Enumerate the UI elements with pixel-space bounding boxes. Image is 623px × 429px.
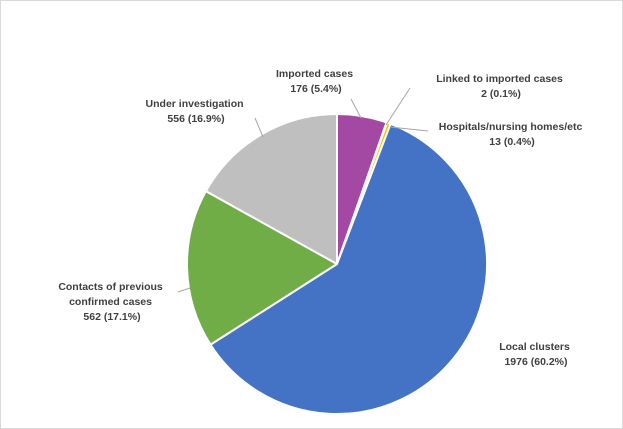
- label-linked-value: 2 (0.1%): [481, 88, 521, 100]
- label-hospitals-value: 13 (0.4%): [489, 136, 535, 148]
- pie-slices: [186, 113, 488, 415]
- leader-line-contacts: [177, 287, 191, 293]
- leader-line-hospitals: [389, 126, 429, 132]
- pie-slice-investigation: [204, 113, 338, 265]
- leader-lines: [177, 87, 429, 293]
- label-imported-value: 176 (5.4%): [290, 83, 341, 95]
- label-local-value: 1976 (60.2%): [504, 356, 567, 368]
- label-contacts: Contacts of previous confirmed cases 562…: [58, 281, 165, 323]
- leader-line-linked: [385, 87, 411, 126]
- label-investigation: Under investigation 556 (16.9%): [146, 98, 247, 125]
- leader-line-imported: [350, 98, 362, 119]
- label-investigation-value: 556 (16.9%): [167, 113, 224, 125]
- pie-slice-local: [209, 122, 488, 415]
- label-contacts-name-2: confirmed cases: [69, 296, 152, 308]
- label-contacts-name-1: Contacts of previous: [58, 281, 163, 293]
- label-imported: Imported cases 176 (5.4%): [276, 68, 356, 95]
- label-investigation-name: Under investigation: [146, 98, 244, 110]
- label-linked-name: Linked to imported cases: [436, 73, 563, 85]
- label-hospitals-name: Hospitals/nursing homes/etc: [439, 121, 583, 133]
- label-hospitals: Hospitals/nursing homes/etc 13 (0.4%): [439, 121, 585, 148]
- label-imported-name: Imported cases: [276, 68, 353, 80]
- label-contacts-value: 562 (17.1%): [83, 311, 140, 323]
- label-local-name: Local clusters: [499, 341, 570, 353]
- label-local: Local clusters 1976 (60.2%): [499, 341, 573, 368]
- label-linked: Linked to imported cases 2 (0.1%): [436, 73, 566, 100]
- leader-line-investigation: [254, 117, 264, 138]
- pie-slice-contacts: [186, 190, 338, 346]
